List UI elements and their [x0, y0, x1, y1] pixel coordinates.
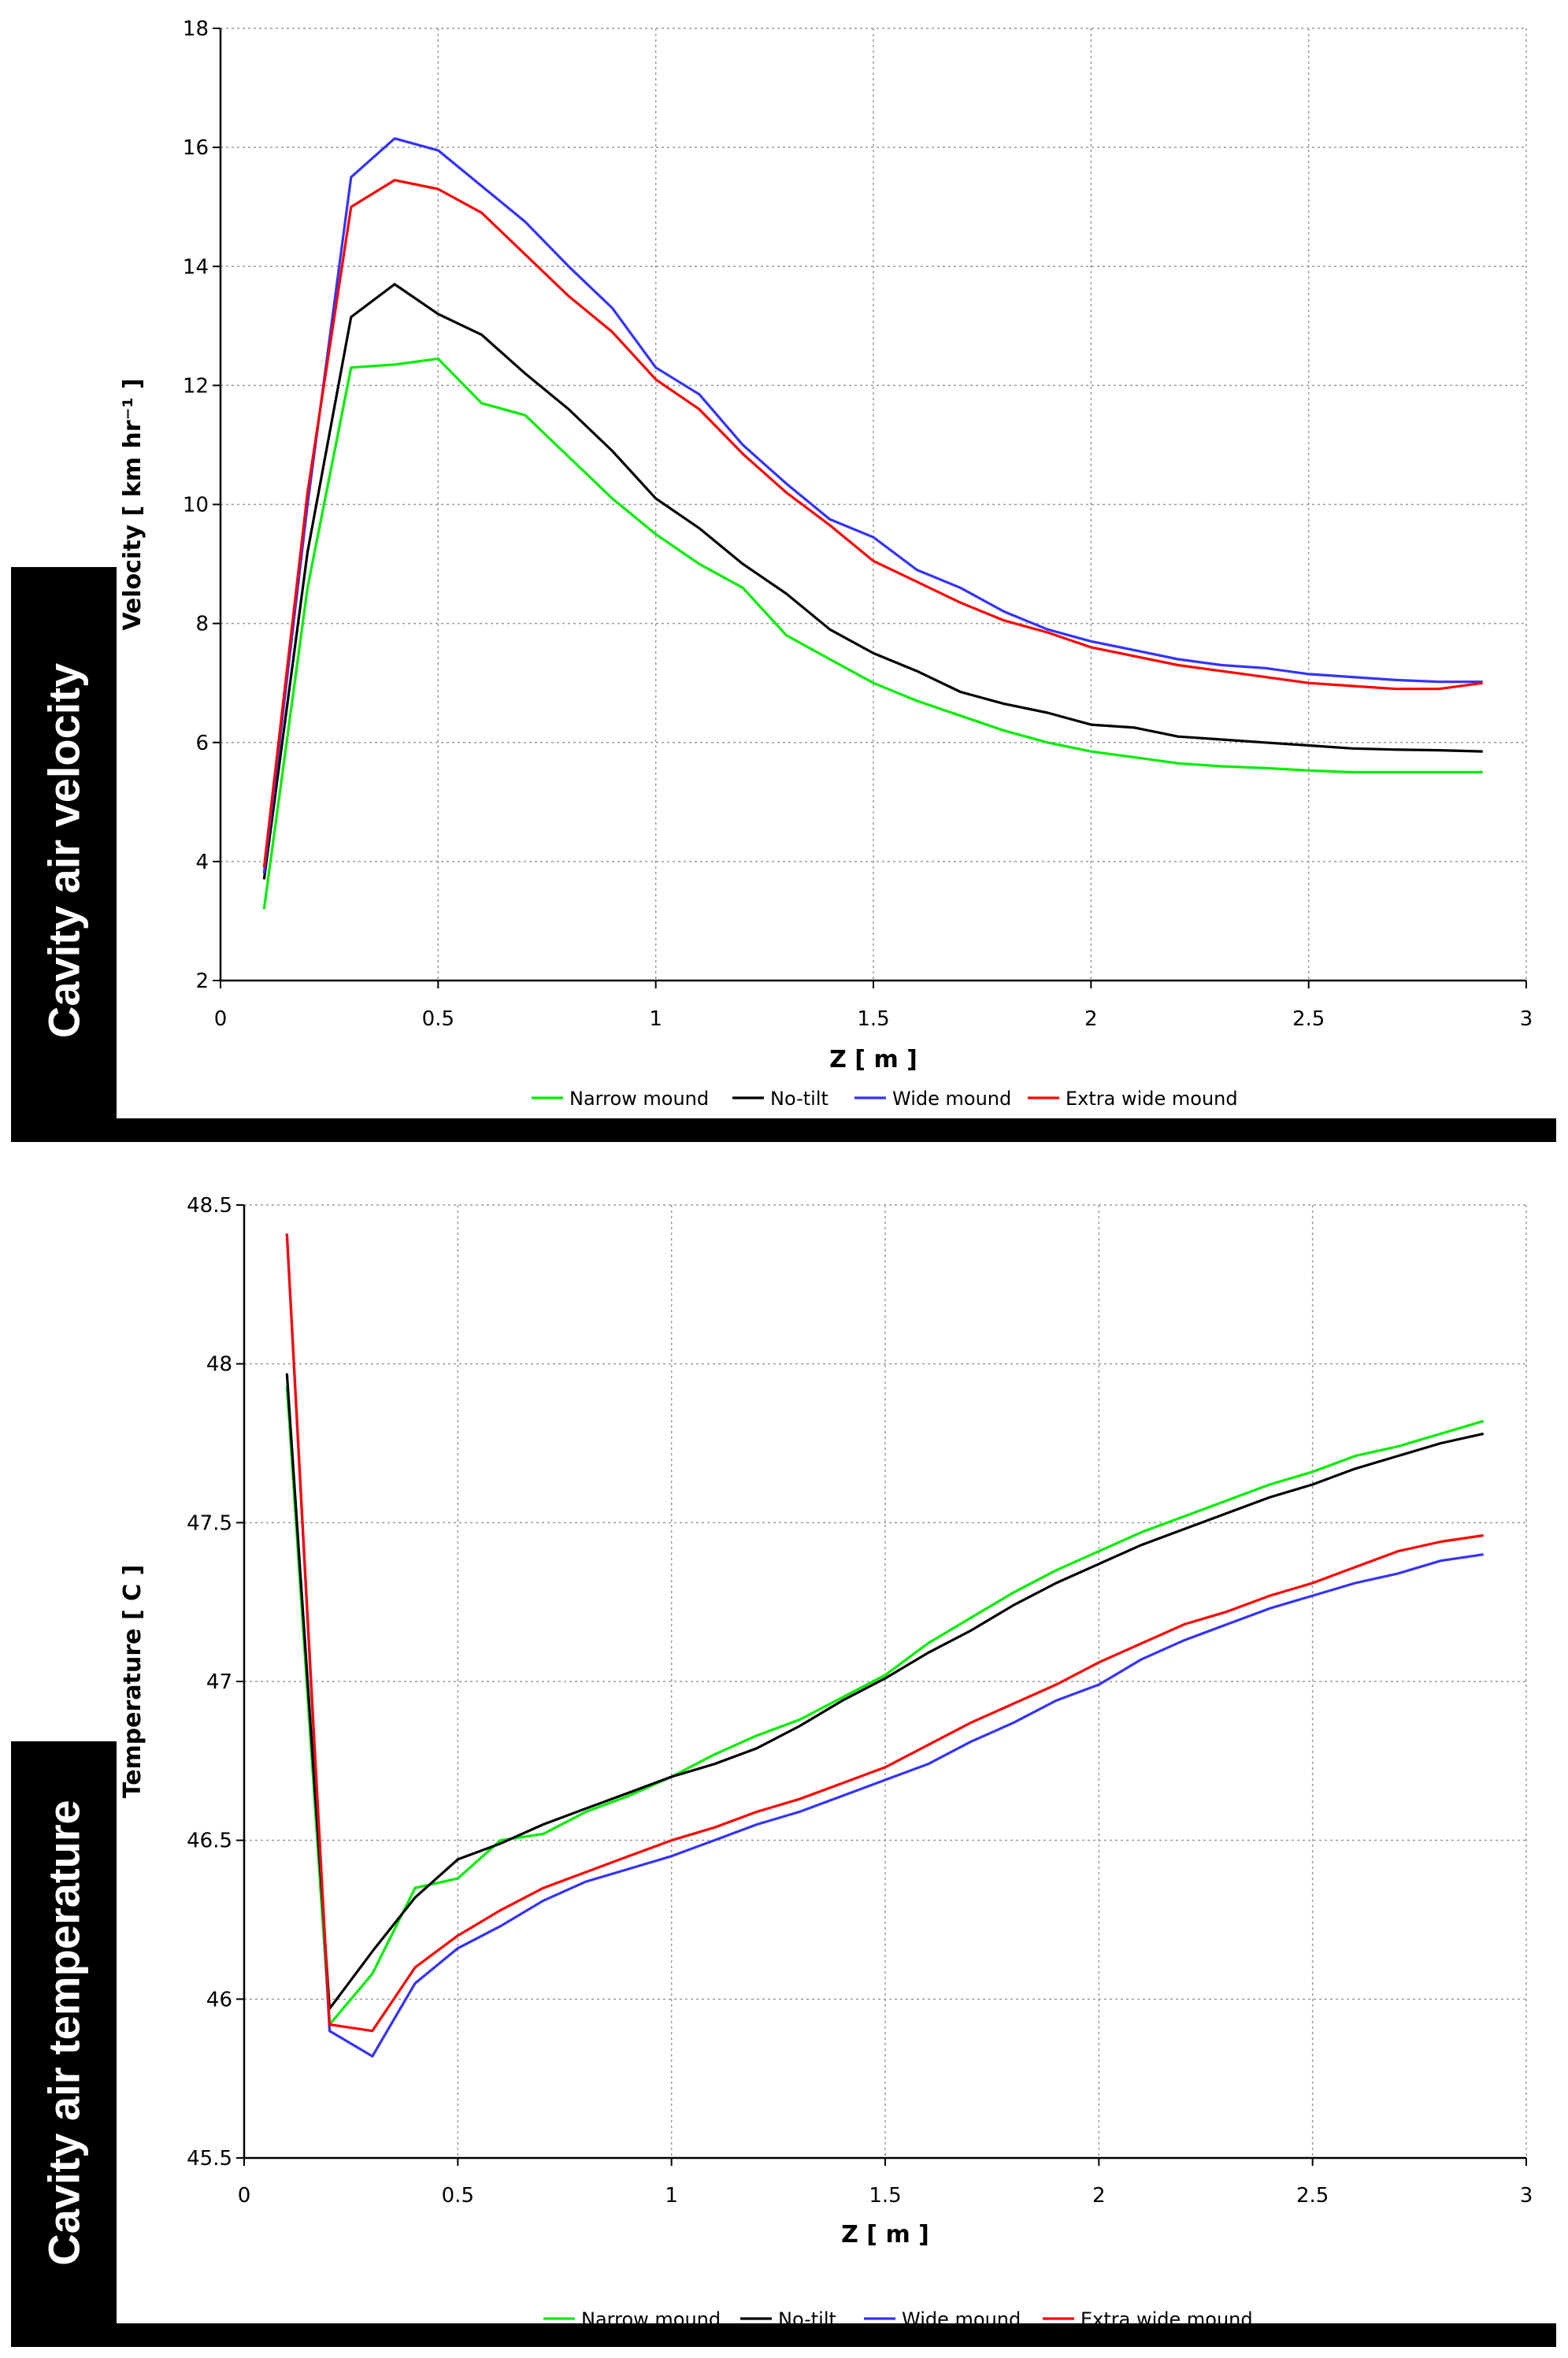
temperature-side-bar: Cavity air temperature	[11, 1741, 117, 2324]
y-tick-label: 18	[183, 17, 209, 41]
series-line-wide	[262, 137, 1483, 874]
x-tick-label: 2	[1092, 2184, 1106, 2208]
velocity-panel: Cavity air velocity 0 0.5 1 1.5 2 2.5 3 2 4 6 8 10 1…	[0, 0, 1568, 1150]
x-tick-label: 3	[1520, 1007, 1533, 1031]
x-tick-label: 1.5	[857, 1007, 889, 1031]
y-axis-title: Temperature [ C ]	[119, 1565, 146, 1799]
x-axis-title: Z [ m ]	[841, 2221, 929, 2249]
y-tick-label: 8	[195, 613, 209, 636]
y-tick-label: 48	[206, 1353, 232, 1377]
y-tick-label: 47	[206, 1670, 232, 1694]
y-tick-label: 16	[183, 136, 209, 160]
series-line-notilt	[262, 283, 1483, 880]
x-tick-label: 1	[665, 2184, 678, 2208]
x-tick-label: 2.5	[1296, 2184, 1329, 2208]
y-tick-label: 46.5	[187, 1830, 232, 1853]
x-tick-label: 0	[238, 2184, 251, 2208]
legend-label-wide: Wide mound	[892, 1088, 1011, 1110]
series-line-narrow	[262, 357, 1483, 910]
legend-label-narrow: Narrow mound	[581, 2308, 721, 2330]
y-tick-label: 14	[183, 255, 209, 279]
x-tick-label: 1.5	[869, 2184, 901, 2208]
x-tick-label: 0.5	[422, 1007, 454, 1031]
y-tick-label: 12	[183, 374, 209, 398]
y-tick-label: 4	[195, 851, 209, 874]
x-tick-label: 1	[649, 1007, 662, 1031]
series-line-notilt	[285, 1373, 1485, 2011]
x-tick-label: 0.5	[442, 2184, 474, 2208]
y-tick-label: 6	[195, 732, 209, 755]
y-tick-label: 10	[183, 494, 209, 517]
y-tick-label: 45.5	[187, 2147, 232, 2171]
x-tick-label: 2	[1084, 1007, 1098, 1031]
velocity-chart: 0 0.5 1 1.5 2 2.5 3 2 4 6 8 10 12 14 16 18 Z [ m ] Veloci…	[119, 17, 1533, 1110]
legend-label-extrawide: Extra wide mound	[1081, 2308, 1253, 2330]
y-tick-label: 2	[195, 970, 209, 993]
x-tick-label: 3	[1520, 2184, 1533, 2208]
temperature-chart: 0 0.5 1 1.5 2 2.5 3 45.5 46 46.5 47 47.5 48 48.5 Z [ m…	[119, 1194, 1533, 2330]
legend-label-notilt: No-tilt	[778, 2308, 836, 2330]
velocity-bottom-bar	[11, 1118, 1556, 1142]
temperature-bottom-bar	[11, 2323, 1556, 2347]
x-tick-label: 0	[214, 1007, 228, 1031]
temperature-panel: Cavity air temperature 0 0.5 1 1.5 2 2.5 3 45.5…	[0, 1150, 1568, 2358]
x-tick-label: 2.5	[1292, 1007, 1325, 1031]
series-line-wide	[285, 1233, 1484, 2058]
series-line-narrow	[285, 1385, 1485, 2026]
y-tick-label: 46	[206, 1988, 232, 2011]
series-line-extrawide	[285, 1233, 1484, 2033]
y-axis-title: Velocity [ km hr⁻¹ ]	[119, 378, 146, 630]
y-tick-label: 47.5	[187, 1511, 232, 1535]
legend-label-notilt: No-tilt	[770, 1088, 828, 1110]
legend-label-extrawide: Extra wide mound	[1066, 1088, 1238, 1110]
x-axis-title: Z [ m ]	[829, 1046, 917, 1073]
y-tick-label: 48.5	[187, 1194, 232, 1218]
velocity-side-bar: Cavity air velocity	[11, 567, 117, 1134]
legend-label-wide: Wide mound	[902, 2308, 1021, 2330]
series-line-extrawide	[262, 179, 1483, 868]
legend-label-narrow: Narrow mound	[569, 1088, 709, 1110]
